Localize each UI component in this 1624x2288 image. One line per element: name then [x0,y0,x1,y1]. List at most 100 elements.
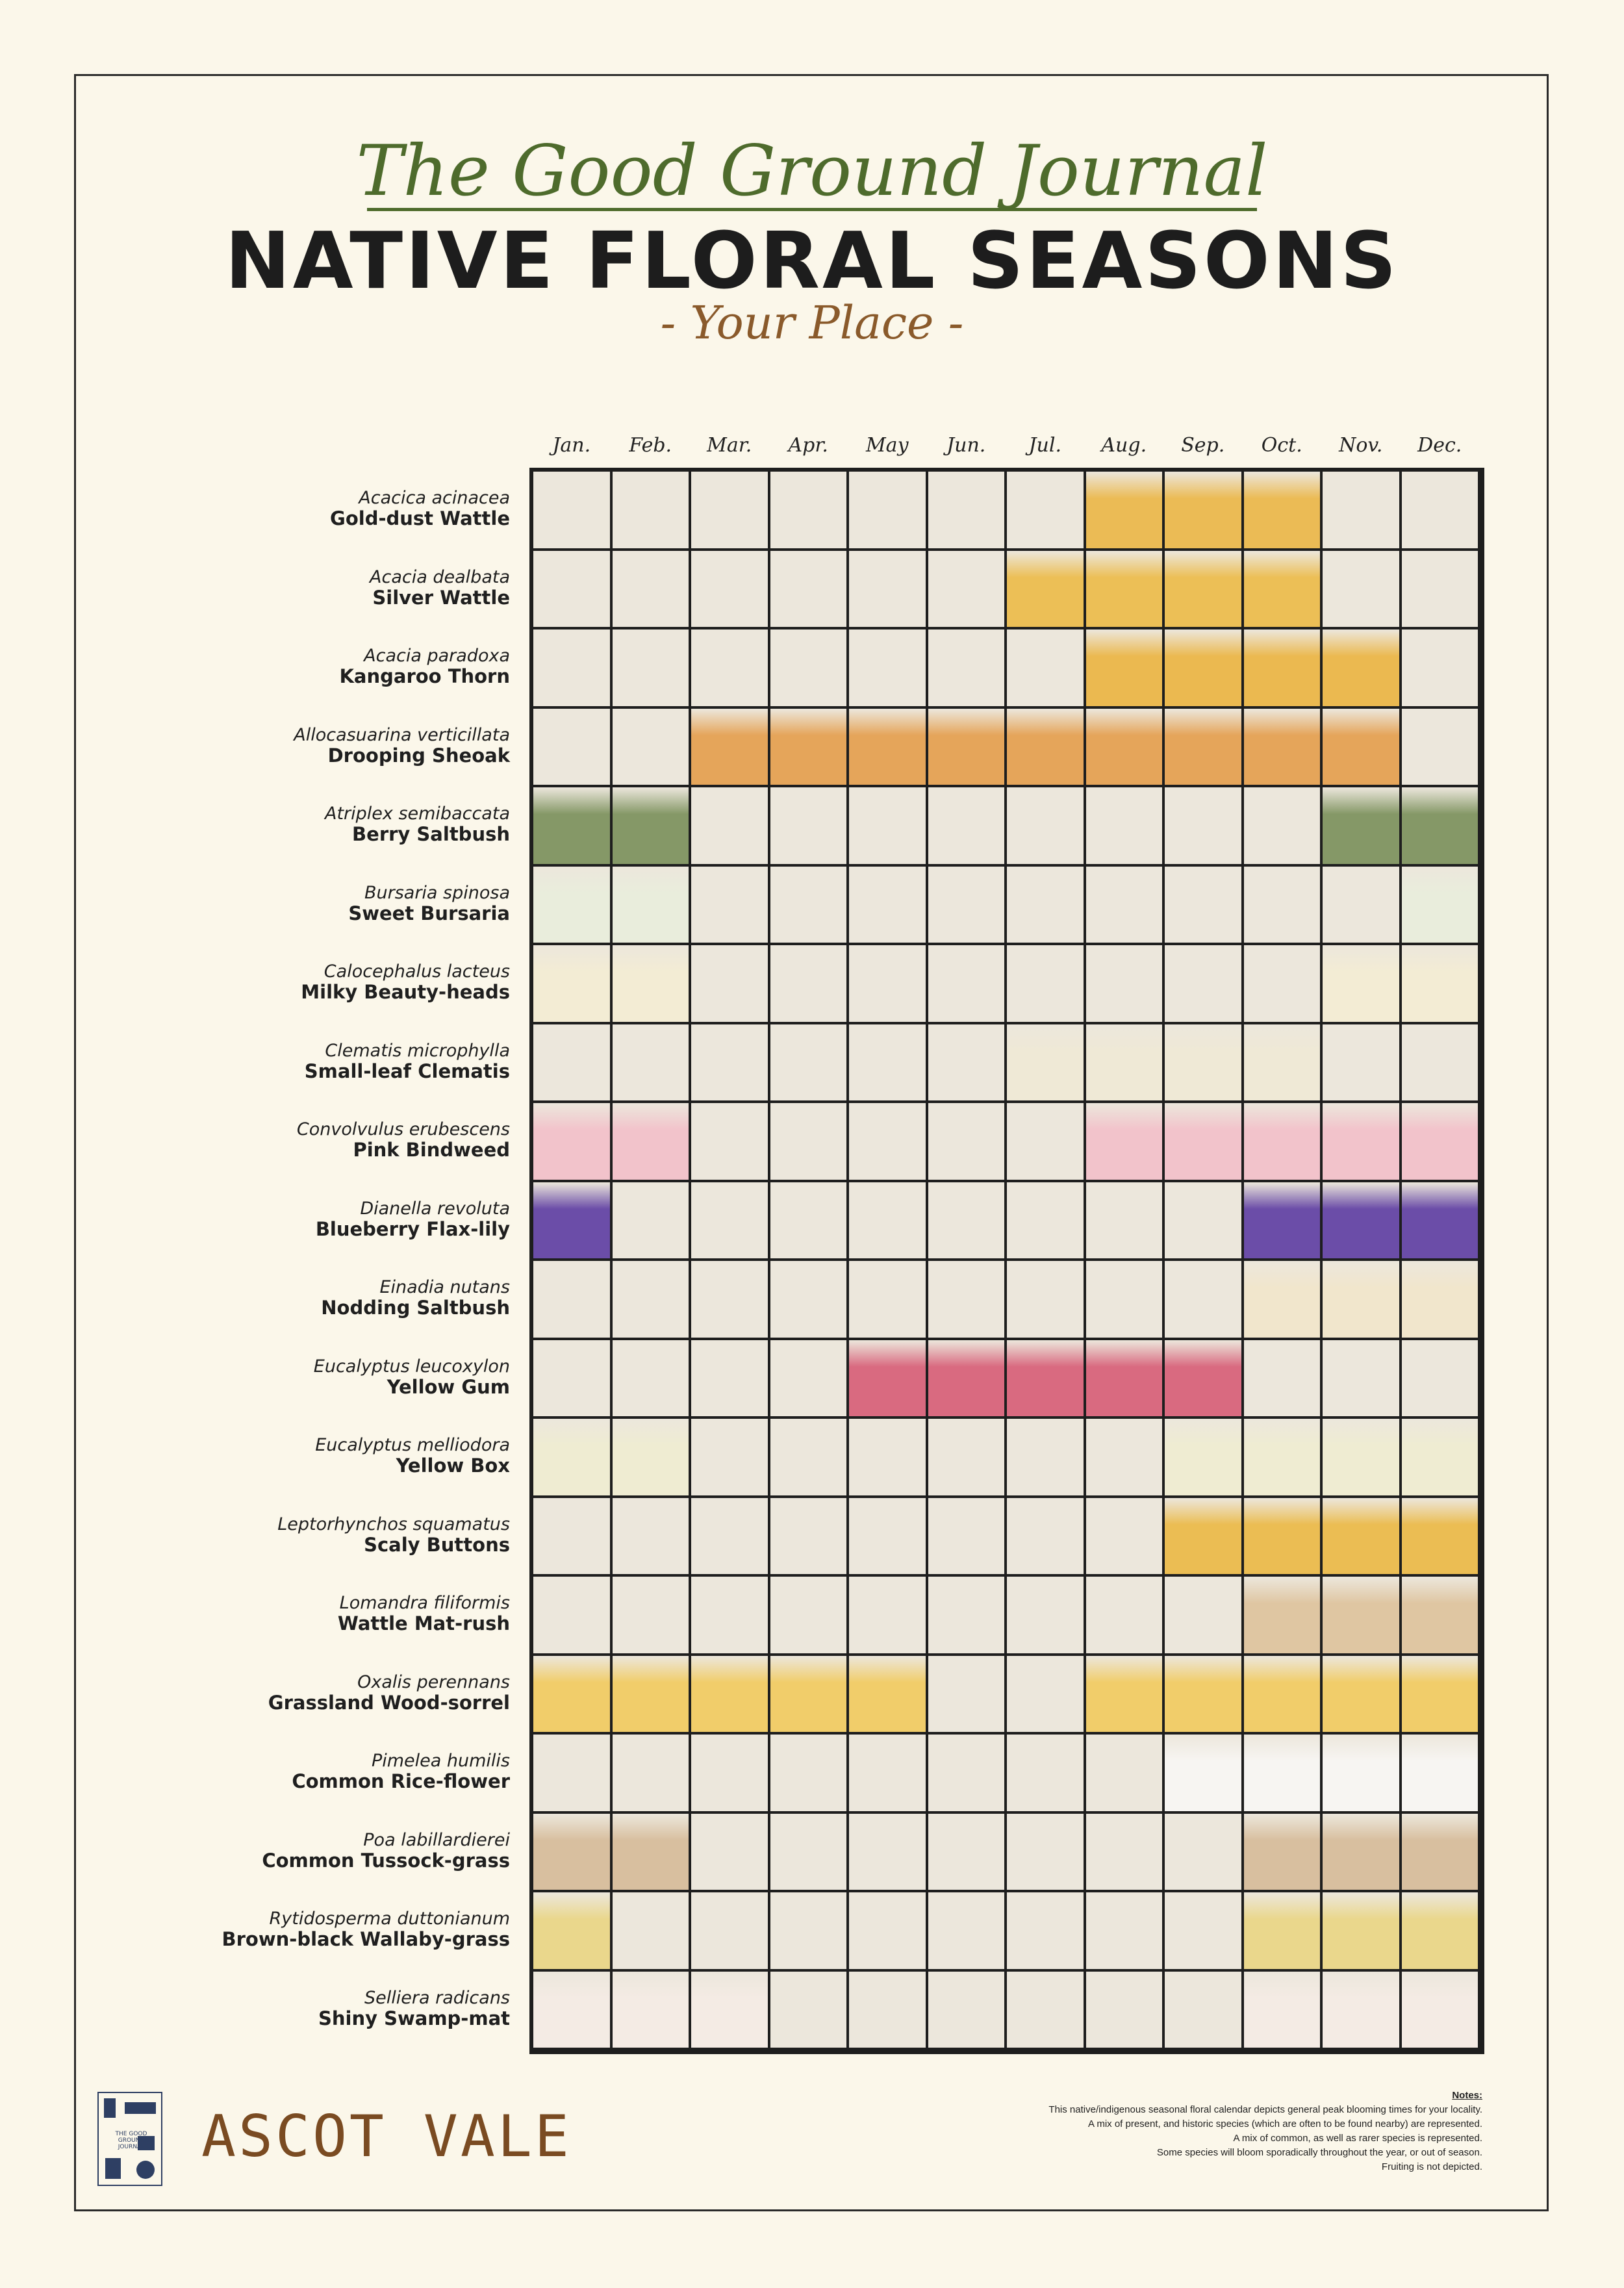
bloom-cell [1085,629,1162,706]
month-label: Feb. [629,434,672,457]
calendar-cell [849,1577,926,1653]
calendar-cell [612,472,689,548]
bloom-cell [928,708,1004,785]
calendar-cell [1085,1813,1162,1890]
bloom-cell [1165,1024,1241,1100]
calendar-cell [612,1497,689,1574]
calendar-cell [770,1971,846,2048]
common-name: Small-leaf Clematis [304,1060,510,1082]
month-label: Mar. [707,434,752,457]
species-label: Allocasuarina verticillata Drooping Sheoa… [120,725,510,766]
calendar-cell [849,1182,926,1258]
bloom-cell [1165,1655,1241,1732]
common-name: Blueberry Flax-lily [315,1217,510,1240]
species-label: Lomandra filiformis Wattle Mat-rush [120,1594,510,1634]
journal-title: The Good Ground Journal [356,131,1268,212]
species-label: Dianella revoluta Blueberry Flax-lily [120,1199,510,1239]
calendar-cell [849,1735,926,1811]
note-line: Some species will bloom sporadically thr… [1156,2147,1482,2158]
bloom-cell [1323,1813,1399,1890]
logo-text: THE GOOD GROUND JOURNAL [115,2131,147,2150]
bloom-cell [849,1340,926,1416]
month-label: Nov. [1339,434,1383,457]
calendar-cell [849,629,926,706]
calendar-cell [691,1182,768,1258]
calendar-cell [849,1497,926,1574]
bloom-cell [1323,787,1399,864]
calendar-cell [928,629,1004,706]
calendar-cell [691,550,768,627]
logo-barrow-icon [125,2102,156,2114]
common-name: Brown-black Wallaby-grass [222,1928,510,1950]
bloom-cell [1323,1577,1399,1653]
calendar-cell [691,787,768,864]
species-label: Convolvulus erubescens Pink Bindweed [120,1119,510,1161]
bloom-cell [1165,1103,1241,1180]
calendar-cell [612,1182,689,1258]
bloom-cell [1401,787,1478,864]
common-name: Common Rice-flower [292,1770,510,1792]
bloom-cell [1165,472,1241,548]
calendar-cell [1007,1735,1084,1811]
calendar-cell [1243,787,1320,864]
bloom-cell [1243,1735,1320,1811]
common-name: Pink Bindweed [353,1139,510,1161]
common-name: Grassland Wood-sorrel [268,1691,510,1714]
scientific-name: Acacica acinacea [359,488,510,508]
calendar-cell [770,1735,846,1811]
bloom-cell [1401,1261,1478,1338]
calendar-cell [1401,472,1478,548]
bloom-cell [533,1419,610,1495]
scientific-name: Lomandra filiformis [339,1593,510,1613]
bloom-cell [533,1971,610,2048]
calendar-cell [928,1735,1004,1811]
calendar-cell [533,708,610,785]
calendar-cell [1401,1024,1478,1100]
calendar-cell [770,1103,846,1180]
calendar-cell [1165,1971,1241,2048]
calendar-cell [928,472,1004,548]
bloom-cell [691,1655,768,1732]
calendar-cell [1085,1419,1162,1495]
bloom-cell [1165,708,1241,785]
calendar-cell [1007,1103,1084,1180]
calendar-cell [849,1103,926,1180]
calendar-cell [533,1577,610,1653]
calendar-cell [928,1182,1004,1258]
bloom-cell [1323,1103,1399,1180]
species-label: Acacia dealbata Silver Wattle [120,567,510,608]
notes: Notes: This native/indigenous seasonal f… [1048,2089,1482,2174]
calendar-cell [1323,1024,1399,1100]
common-name: Yellow Box [396,1455,510,1477]
month-label: Dec. [1417,434,1462,457]
bloom-cell [1323,1261,1399,1338]
calendar-cell [928,1103,1004,1180]
bloom-cell [1007,1340,1084,1416]
calendar-cell [1007,472,1084,548]
bloom-cell [1323,1655,1399,1732]
common-name: Wattle Mat-rush [337,1612,510,1634]
calendar-cell [1085,1497,1162,1574]
calendar-cell [1401,550,1478,627]
bloom-cell [1323,1497,1399,1574]
bloom-cell [1085,1024,1162,1100]
scientific-name: Convolvulus erubescens [296,1119,510,1139]
logo-plant-icon [104,2098,116,2118]
calendar-cell [533,1735,610,1811]
calendar-cell [770,1261,846,1338]
bloom-cell [533,945,610,1022]
bloom-cell [1165,629,1241,706]
bloom-cell [849,1655,926,1732]
bloom-cell [1165,1735,1241,1811]
scientific-name: Oxalis perennans [357,1672,510,1692]
calendar-cell [849,550,926,627]
calendar-cell [849,1261,926,1338]
calendar-cell [612,550,689,627]
bloom-cell [1401,1892,1478,1969]
bloom-cell [1085,550,1162,627]
month-label: Jun. [946,434,986,457]
calendar-cell [1323,472,1399,548]
calendar-cell [1007,1497,1084,1574]
species-label: Clematis microphylla Small-leaf Clematis [120,1041,510,1082]
species-label: Atriplex semibaccata Berry Saltbush [120,804,510,845]
